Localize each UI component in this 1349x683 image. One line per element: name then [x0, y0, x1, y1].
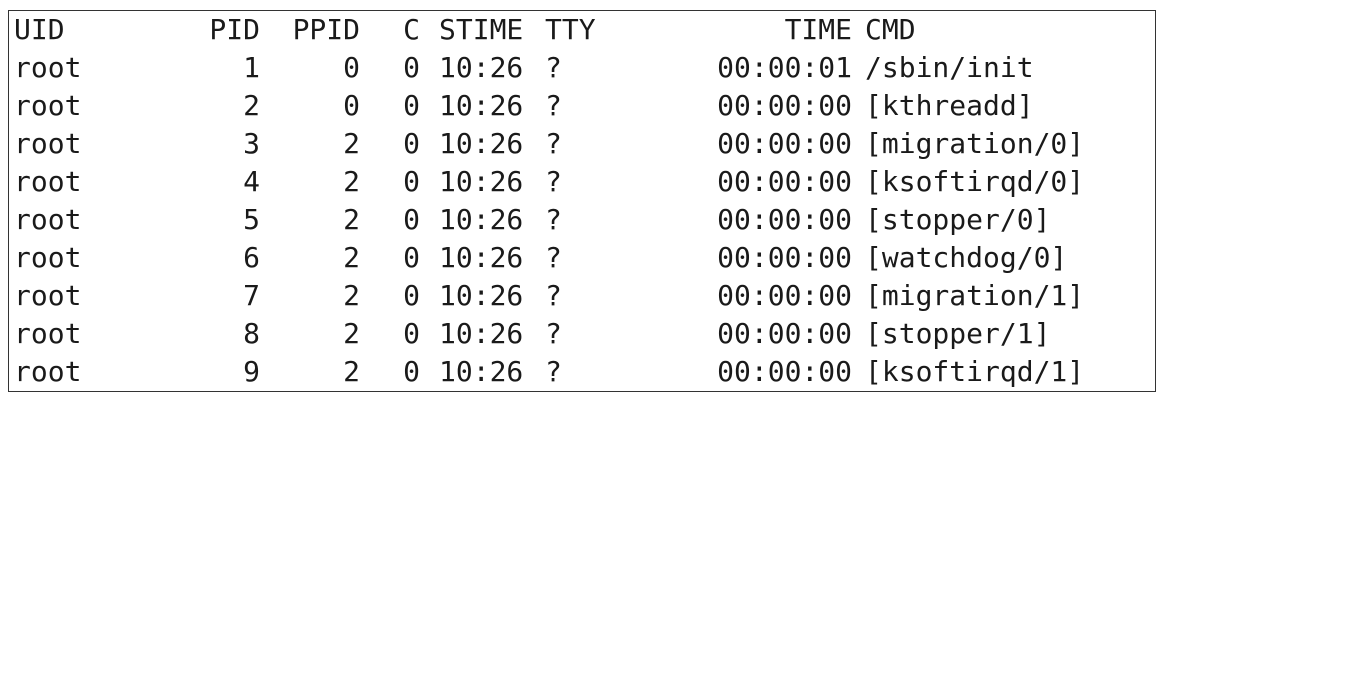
cell-pid: 3: [243, 127, 260, 160]
cell-ppid: 2: [343, 165, 360, 198]
cell-ppid: 2: [343, 355, 360, 388]
cell-tty: ?: [545, 317, 562, 350]
cell-cmd: [stopper/0]: [865, 203, 1051, 236]
cell-tty: ?: [545, 89, 562, 122]
cell-uid: root: [14, 317, 82, 350]
cell-tty: ?: [545, 165, 562, 198]
table-row: root 4 2 0 10:26 ? 00:00:00 [ksoftirqd/0…: [9, 163, 1155, 201]
cell-time: 00:00:00: [717, 317, 852, 350]
cell-ppid: 2: [343, 279, 360, 312]
table-row: root 6 2 0 10:26 ? 00:00:00 [watchdog/0]: [9, 239, 1155, 277]
header-tty: TTY: [545, 13, 596, 46]
cell-time: 00:00:00: [717, 355, 852, 388]
table-header: UID PID PPID C STIME TTY TIME CMD: [9, 11, 1155, 49]
cell-stime: 10:26: [439, 355, 524, 388]
cell-c: 0: [403, 89, 420, 122]
cell-time: 00:00:00: [717, 127, 852, 160]
cell-cmd: [stopper/1]: [865, 317, 1051, 350]
table-row: root 3 2 0 10:26 ? 00:00:00 [migration/0…: [9, 125, 1155, 163]
cell-stime: 10:26: [439, 127, 524, 160]
cell-stime: 10:26: [439, 89, 524, 122]
cell-c: 0: [403, 355, 420, 388]
cell-uid: root: [14, 241, 82, 274]
cell-c: 0: [403, 241, 420, 274]
cell-c: 0: [403, 165, 420, 198]
cell-ppid: 0: [343, 89, 360, 122]
cell-uid: root: [14, 127, 82, 160]
table-row: root 8 2 0 10:26 ? 00:00:00 [stopper/1]: [9, 315, 1155, 353]
table-row: root 7 2 0 10:26 ? 00:00:00 [migration/1…: [9, 277, 1155, 315]
cell-tty: ?: [545, 203, 562, 236]
header-ppid: PPID: [292, 13, 360, 46]
cell-cmd: [migration/1]: [865, 279, 1085, 312]
cell-uid: root: [14, 279, 82, 312]
cell-c: 0: [403, 279, 420, 312]
cell-pid: 6: [243, 241, 260, 274]
header-pid: PID: [209, 13, 260, 46]
cell-c: 0: [403, 317, 420, 350]
cell-c: 0: [403, 127, 420, 160]
cell-pid: 9: [243, 355, 260, 388]
cell-tty: ?: [545, 51, 562, 84]
cell-ppid: 2: [343, 317, 360, 350]
cell-time: 00:00:00: [717, 89, 852, 122]
cell-tty: ?: [545, 355, 562, 388]
table-row: root 9 2 0 10:26 ? 00:00:00 [ksoftirqd/1…: [9, 353, 1155, 391]
cell-ppid: 2: [343, 127, 360, 160]
cell-cmd: /sbin/init: [865, 51, 1034, 84]
cell-stime: 10:26: [439, 317, 524, 350]
terminal-output: UID PID PPID C STIME TTY TIME CMD root 1…: [8, 10, 1156, 392]
cell-pid: 4: [243, 165, 260, 198]
header-uid: UID: [14, 13, 65, 46]
cell-pid: 7: [243, 279, 260, 312]
cell-tty: ?: [545, 279, 562, 312]
cell-stime: 10:26: [439, 165, 524, 198]
cell-stime: 10:26: [439, 279, 524, 312]
cell-tty: ?: [545, 127, 562, 160]
cell-pid: 8: [243, 317, 260, 350]
cell-pid: 5: [243, 203, 260, 236]
header-c: C: [403, 13, 420, 46]
cell-time: 00:00:00: [717, 241, 852, 274]
header-stime: STIME: [439, 13, 524, 46]
table-row: root 2 0 0 10:26 ? 00:00:00 [kthreadd]: [9, 87, 1155, 125]
cell-uid: root: [14, 355, 82, 388]
cell-time: 00:00:00: [717, 279, 852, 312]
cell-c: 0: [403, 51, 420, 84]
cell-c: 0: [403, 203, 420, 236]
cell-ppid: 2: [343, 241, 360, 274]
header-cmd: CMD: [865, 13, 916, 46]
cell-stime: 10:26: [439, 51, 524, 84]
cell-tty: ?: [545, 241, 562, 274]
cell-uid: root: [14, 165, 82, 198]
cell-cmd: [watchdog/0]: [865, 241, 1068, 274]
cell-time: 00:00:00: [717, 203, 852, 236]
cell-stime: 10:26: [439, 203, 524, 236]
cell-ppid: 2: [343, 203, 360, 236]
table-row: root 1 0 0 10:26 ? 00:00:01 /sbin/init: [9, 49, 1155, 87]
cell-uid: root: [14, 89, 82, 122]
cell-uid: root: [14, 203, 82, 236]
table-row: root 5 2 0 10:26 ? 00:00:00 [stopper/0]: [9, 201, 1155, 239]
cell-ppid: 0: [343, 51, 360, 84]
cell-time: 00:00:01: [717, 51, 852, 84]
cell-uid: root: [14, 51, 82, 84]
cell-cmd: [migration/0]: [865, 127, 1085, 160]
cell-cmd: [kthreadd]: [865, 89, 1034, 122]
cell-pid: 1: [243, 51, 260, 84]
cell-time: 00:00:00: [717, 165, 852, 198]
cell-pid: 2: [243, 89, 260, 122]
cell-cmd: [ksoftirqd/1]: [865, 355, 1085, 388]
cell-stime: 10:26: [439, 241, 524, 274]
cell-cmd: [ksoftirqd/0]: [865, 165, 1085, 198]
header-time: TIME: [784, 13, 852, 46]
